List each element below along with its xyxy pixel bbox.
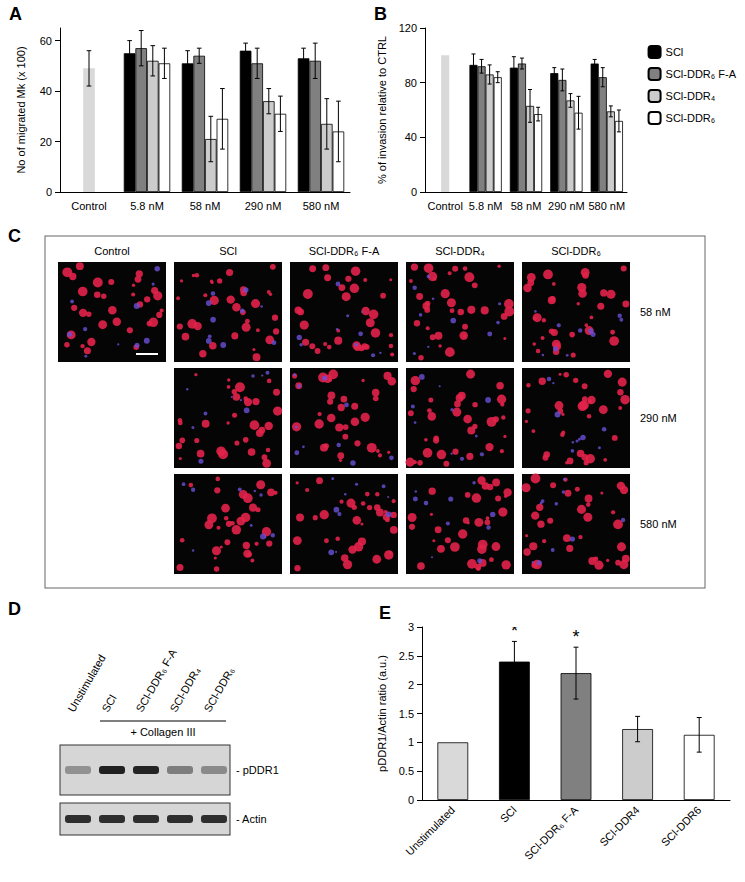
svg-text:SCl-DDR₄: SCl-DDR₄ xyxy=(666,90,716,102)
svg-text:290 nM: 290 nM xyxy=(640,412,677,424)
svg-text:SCl-DDR₄: SCl-DDR₄ xyxy=(435,245,485,257)
svg-text:2: 2 xyxy=(408,679,414,691)
svg-text:B: B xyxy=(374,4,387,24)
svg-text:pDDR1/Actin ratio (a.u.): pDDR1/Actin ratio (a.u.) xyxy=(376,655,388,772)
svg-text:290 nM: 290 nM xyxy=(245,200,282,212)
svg-text:*: * xyxy=(572,627,579,647)
svg-text:SCl: SCl xyxy=(99,693,118,714)
svg-text:58 nM: 58 nM xyxy=(190,200,221,212)
svg-text:SCl: SCl xyxy=(666,46,684,58)
svg-text:Control: Control xyxy=(71,200,106,212)
svg-text:SCl-DDR₄: SCl-DDR₄ xyxy=(167,665,203,714)
svg-text:SCl-DDR₆ F-A: SCl-DDR₆ F-A xyxy=(133,647,179,714)
svg-text:58 nM: 58 nM xyxy=(640,306,671,318)
svg-text:40: 40 xyxy=(405,131,417,143)
svg-text:SCl: SCl xyxy=(219,245,237,257)
svg-text:120: 120 xyxy=(399,22,417,34)
svg-text:A: A xyxy=(9,4,22,24)
svg-text:- pDDR1: - pDDR1 xyxy=(236,764,279,776)
svg-text:0.5: 0.5 xyxy=(399,765,414,777)
svg-text:0: 0 xyxy=(408,794,414,806)
svg-text:5.8 nM: 5.8 nM xyxy=(130,200,164,212)
svg-text:C: C xyxy=(8,226,21,246)
svg-text:*: * xyxy=(511,621,518,641)
svg-text:290 nM: 290 nM xyxy=(548,200,585,212)
svg-text:No of migrated Mk (x 100): No of migrated Mk (x 100) xyxy=(15,46,27,173)
svg-text:3: 3 xyxy=(408,621,414,633)
svg-text:60: 60 xyxy=(40,35,52,47)
svg-text:Control: Control xyxy=(94,245,129,257)
svg-text:SCl-DDR₆ F-A: SCl-DDR₆ F-A xyxy=(309,245,380,257)
svg-text:Control: Control xyxy=(427,200,462,212)
svg-text:2.5: 2.5 xyxy=(399,650,414,662)
svg-text:580 nM: 580 nM xyxy=(303,200,340,212)
svg-text:1.5: 1.5 xyxy=(399,708,414,720)
svg-text:580 nM: 580 nM xyxy=(588,200,625,212)
svg-text:D: D xyxy=(8,599,21,619)
svg-text:Unstimulated: Unstimulated xyxy=(403,804,457,858)
svg-text:SCl-DDR4: SCl-DDR4 xyxy=(597,804,642,849)
svg-text:Unstimulated: Unstimulated xyxy=(65,652,108,714)
svg-text:- Actin: - Actin xyxy=(236,813,267,825)
svg-text:20: 20 xyxy=(40,136,52,148)
svg-text:SCl-DDR₆: SCl-DDR₆ xyxy=(551,245,601,257)
svg-text:5.8 nM: 5.8 nM xyxy=(469,200,503,212)
svg-text:% of invasion relative to CTRL: % of invasion relative to CTRL xyxy=(376,36,388,184)
svg-text:SCl-DDR₆ F-A: SCl-DDR₆ F-A xyxy=(666,68,737,80)
svg-text:SCl: SCl xyxy=(498,804,519,825)
svg-text:0: 0 xyxy=(411,186,417,198)
svg-text:E: E xyxy=(379,603,391,623)
svg-text:0: 0 xyxy=(46,186,52,198)
svg-text:1: 1 xyxy=(408,736,414,748)
svg-text:58 nM: 58 nM xyxy=(511,200,542,212)
svg-text:+ Collagen III: + Collagen III xyxy=(130,726,195,738)
svg-text:40: 40 xyxy=(40,85,52,97)
svg-text:80: 80 xyxy=(405,77,417,89)
svg-text:580 nM: 580 nM xyxy=(640,518,677,530)
svg-text:SCl-DDR₆: SCl-DDR₆ xyxy=(666,112,716,124)
svg-text:SCl-DDR6: SCl-DDR6 xyxy=(659,804,704,849)
svg-text:SCl-DDR₆: SCl-DDR₆ xyxy=(201,665,236,714)
svg-text:SCl-DDR₆ F-A: SCl-DDR₆ F-A xyxy=(522,803,581,862)
